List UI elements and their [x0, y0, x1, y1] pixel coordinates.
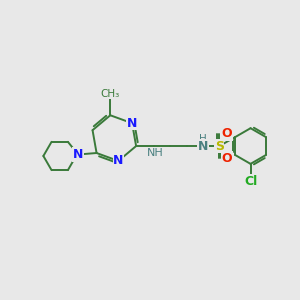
Text: O: O — [221, 127, 232, 140]
Text: N: N — [127, 117, 137, 130]
Text: N: N — [73, 148, 83, 161]
Text: CH₃: CH₃ — [101, 88, 120, 99]
Text: H: H — [199, 134, 206, 144]
Text: S: S — [215, 140, 224, 152]
Text: N: N — [113, 154, 124, 167]
Text: O: O — [221, 152, 232, 165]
Text: N: N — [198, 140, 208, 152]
Text: NH: NH — [147, 148, 164, 158]
Text: Cl: Cl — [244, 175, 257, 188]
